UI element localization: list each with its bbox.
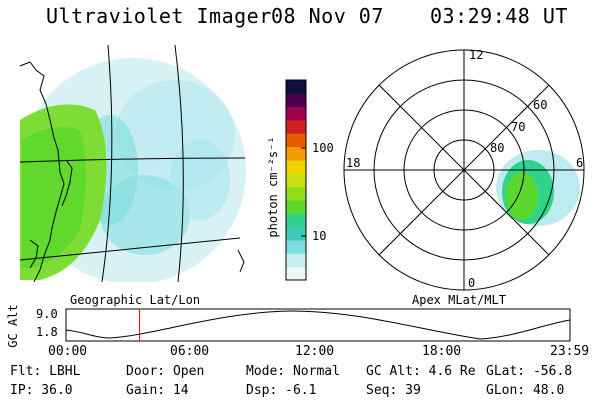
mlt-label-12: 12 xyxy=(469,48,484,62)
colorbar-segment xyxy=(286,173,306,188)
colorbar-segment xyxy=(286,146,306,161)
colorbar-unit-label: photon cm⁻²s⁻¹ xyxy=(266,136,280,238)
altitude-xtick-4: 23:59 xyxy=(550,344,590,359)
mlt-label-0: 0 xyxy=(468,276,476,290)
colorbar-segment xyxy=(286,160,306,174)
door-info: Door: Open xyxy=(126,364,205,379)
colorbar-segment xyxy=(286,200,306,214)
colorbar-border xyxy=(285,79,307,281)
altitude-ytick-high: 9.0 xyxy=(36,307,58,321)
altitude-xtick-0: 00:00 xyxy=(48,344,88,359)
colorbar-segment xyxy=(286,226,306,241)
colorbar xyxy=(285,79,307,281)
colorbar-segment xyxy=(286,240,306,254)
instrument-title: Ultraviolet Imager xyxy=(46,4,272,28)
lat-label-80: 80 xyxy=(490,141,505,155)
mode-info: Mode: Normal xyxy=(246,364,340,379)
colorbar-segment xyxy=(286,186,306,201)
mlt-label-18: 18 xyxy=(346,156,361,170)
altitude-xtick-1: 06:00 xyxy=(170,344,210,359)
colorbar-segment xyxy=(286,213,306,228)
colorbar-tick-10: 10 xyxy=(312,229,327,243)
gain-info: Gain: 14 xyxy=(126,383,189,398)
altitude-ytick-low: 1.8 xyxy=(36,325,58,339)
seq-info: Seq: 39 xyxy=(366,383,421,398)
geographic-label: Geographic Lat/Lon xyxy=(70,293,201,307)
polar-plot xyxy=(343,49,585,291)
lat-label-70: 70 xyxy=(511,120,526,134)
altitude-plot xyxy=(65,308,571,342)
dsp-info: Dsp: -6.1 xyxy=(246,383,317,398)
altitude-ylabel: GC Alt xyxy=(6,304,20,348)
date-label: 08 Nov 07 xyxy=(271,4,384,28)
colorbar-segment xyxy=(286,133,306,148)
altitude-xtick-2: 12:00 xyxy=(295,344,335,359)
apex-label: Apex MLat/MLT xyxy=(412,293,506,307)
colorbar-segment xyxy=(286,266,306,281)
colorbar-segment xyxy=(286,80,306,94)
colorbar-segment xyxy=(286,93,306,108)
time-label: 03:29:48 UT xyxy=(430,4,568,28)
colorbar-segment xyxy=(286,120,306,134)
colorbar-segment xyxy=(286,253,306,268)
altitude-xtick-3: 18:00 xyxy=(422,344,462,359)
glat-info: GLat: -56.8 xyxy=(486,364,573,379)
ip-info: IP: 36.0 xyxy=(10,383,73,398)
mlt-label-6: 6 xyxy=(576,156,584,170)
glon-info: GLon: 48.0 xyxy=(486,383,565,398)
colorbar-tick-100: 100 xyxy=(312,141,334,155)
colorbar-segment xyxy=(286,106,306,121)
lat-label-60: 60 xyxy=(533,98,548,112)
filter-info: Flt: LBHL xyxy=(10,364,81,379)
gc-alt-info: GC Alt: 4.6 Re xyxy=(366,364,476,379)
geographic-image xyxy=(19,44,246,282)
